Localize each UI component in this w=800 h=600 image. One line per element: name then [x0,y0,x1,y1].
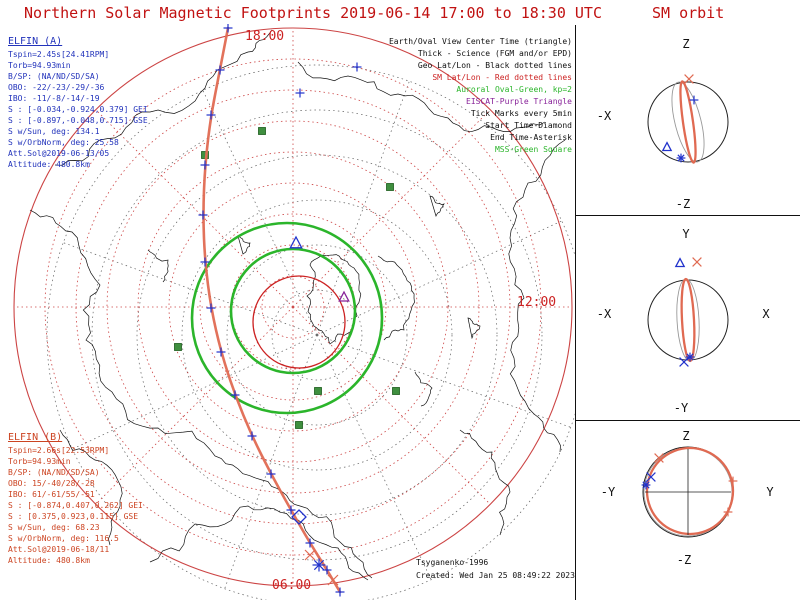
info-line: Att.Sol@2019-06-13/05 [8,149,110,158]
svg-text:X: X [762,307,770,321]
info-line: Altitude: 480.8km [8,160,90,169]
terminator-circle [252,275,346,369]
info-line: OBO: 15/-40/28/-28 [8,479,95,488]
sm-grid [13,27,573,587]
info-line: S : [-0.034,-0.924,0.379] GEI [8,105,148,114]
legend-line: Thick - Science (FGM and/or EPD) [417,49,572,58]
info-line: S w/Sun, deg: 134.1 [8,127,100,136]
svg-text:12:00: 12:00 [517,295,556,310]
svg-text:-X: -X [597,307,612,321]
mlt-time-labels: 18:00 12:00 06:00 [245,29,556,593]
panel-dividers [575,25,800,600]
info-line: IBO: 61/-61/55/-51 [8,490,95,499]
info-line: S w/OrbNorm, deg: 25.58 [8,138,119,147]
info-line: Altitude: 480.8km [8,556,90,565]
svg-text:Z: Z [682,429,689,443]
track-endpoint-markers [291,509,339,586]
model-credit: Tsyganenko-1996 [416,558,489,567]
legend-line: EISCAT-Purple Triangle [466,97,572,106]
info-line: S w/Sun, deg: 68.23 [8,523,100,532]
legend-line: SM Lat/Lon - Red dotted lines [432,73,572,82]
legend-line: Earth/Oval View Center Time (triangle) [388,37,572,46]
svg-text:-Z: -Z [677,553,691,567]
info-line: IBO: -11/-8/-14/-19 [8,94,100,103]
elfin-b-name: ELFIN (B) [8,432,63,443]
legend: Earth/Oval View Center Time (triangle) T… [389,36,572,156]
credits: Tsyganenko-1996 Created: Wed Jan 25 08:4… [416,556,575,582]
start-time-diamond [291,509,307,525]
svg-text:-Z: -Z [676,197,690,211]
legend-line: Auroral Oval-Green, kp=2 [456,85,572,94]
info-line: Torb=94.93min [8,457,71,466]
sm-orbit-view-2: Y -Y -X X [597,227,771,415]
info-line: S : [0.375,0.923,0.115] GSE [8,512,139,521]
auroral-oval [190,221,384,415]
svg-text:Y: Y [682,227,690,241]
center-time-triangle [289,235,303,249]
svg-text:-Y: -Y [674,401,689,415]
sm-orbit-view-3: Z -Z -Y Y [601,429,775,567]
legend-line: MSS-Green Square [494,145,572,154]
svg-text:06:00: 06:00 [272,578,311,593]
info-line: Att.Sol@2019-06-18/11 [8,545,110,554]
legend-line: Start Time-Diamond [485,121,572,130]
info-line: B/SP: (NA/ND/SD/SA) [8,72,100,81]
elfin-a-info: ELFIN (A) Tspin=2.45s[24.41RPM] Torb=94.… [8,36,148,170]
plot-title: Northern Solar Magnetic Footprints 2019-… [24,4,602,22]
sm-orbit-view-1: Z -Z -X [597,37,729,211]
info-line: S w/OrbNorm, deg: 116.5 [8,534,119,543]
info-line: Tspin=2.45s[24.41RPM] [8,50,110,59]
geo-grid [46,64,575,600]
coastlines [29,29,566,581]
svg-text:Z: Z [682,37,689,51]
svg-text:18:00: 18:00 [245,29,284,44]
created-credit: Created: Wed Jan 25 08:49:22 2023 [416,571,575,580]
info-line: Tspin=2.66s[22.53RPM] [8,446,110,455]
info-line: OBO: -22/-23/-29/-36 [8,83,105,92]
sm-orbit-title: SM orbit [652,4,725,22]
time-tick-marks [198,24,362,597]
legend-line: Geo Lat/Lon - Black dotted lines [417,61,572,70]
mss-squares [174,127,400,429]
map-plot: 18:00 12:00 06:00 [13,24,575,600]
footprint-track [202,26,342,594]
info-line: B/SP: (NA/ND/SD/SA) [8,468,100,477]
info-line: Torb=94.93min [8,61,71,70]
info-line: S : [-0.874,0.407,0.262] GEI [8,501,143,510]
svg-text:Y: Y [766,485,774,499]
info-line: S : [-0.897,-0.048,0.715] GSE [8,116,148,125]
svg-text:-X: -X [597,109,612,123]
sm-orbit-panels: Z -Z -X Y -Y -X X Z -Z -Y Y [597,37,775,567]
legend-line: Tick Marks every 5min [470,109,572,118]
eiscat-triangles [338,290,350,302]
elfin-a-name: ELFIN (A) [8,36,63,47]
legend-line: End Time-Asterisk [490,133,572,142]
elfin-b-info: ELFIN (B) Tspin=2.66s[22.53RPM] Torb=94.… [8,432,143,566]
svg-text:-Y: -Y [601,485,616,499]
end-time-asterisk [312,558,326,572]
